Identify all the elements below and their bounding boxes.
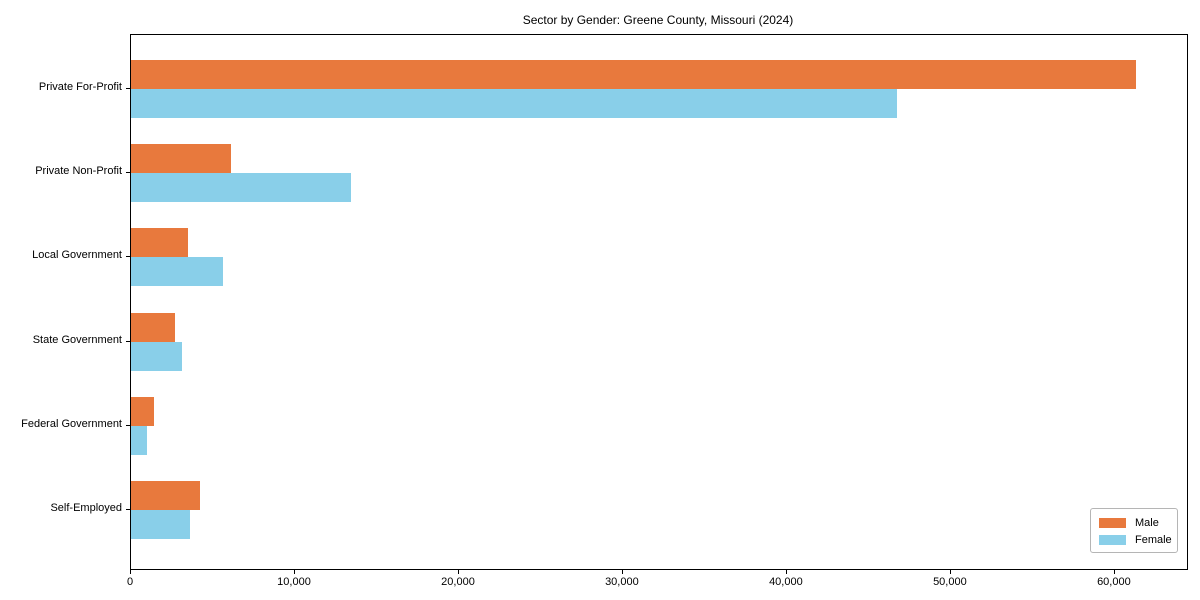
bar-female-private-for-profit [131, 89, 897, 118]
y-tick-label-private-non-profit: Private Non-Profit [35, 165, 122, 178]
x-tick-mark [294, 569, 295, 574]
bar-female-local-government [131, 257, 223, 287]
x-tick-mark [949, 569, 951, 574]
x-tick-label-30000: 30,000 [605, 576, 639, 588]
y-tick-label-private-for-profit: Private For-Profit [38, 81, 122, 93]
female-series-swatch [1099, 535, 1126, 545]
bar-female-self-employed [131, 509, 190, 539]
bar-female-private-non-profit [131, 173, 351, 203]
bar-male-state-government [131, 312, 176, 342]
x-tick-label-50000: 50,000 [933, 576, 967, 588]
bar-female-federal-government [131, 425, 148, 455]
bar-male-local-government [131, 228, 189, 258]
bar-male-federal-government [131, 396, 154, 426]
male-series-swatch [1099, 518, 1126, 528]
y-tick-mark [126, 88, 131, 89]
legend: Male Female [1090, 508, 1178, 553]
x-tick-mark [621, 569, 623, 574]
y-tick-label-federal-government: Federal Government [21, 417, 122, 430]
legend-item-female: Female [1099, 532, 1172, 548]
x-tick-label-40000: 40,000 [769, 576, 803, 588]
y-tick-label-local-government: Local Government [32, 249, 122, 262]
bar-female-state-government [131, 341, 182, 371]
y-tick-label-state-government: State Government [32, 333, 122, 346]
x-tick-mark [458, 569, 459, 574]
x-tick-label-20000: 20,000 [441, 576, 475, 588]
x-tick-mark [1113, 569, 1115, 574]
legend-item-male: Male [1099, 515, 1169, 531]
y-tick-label-self-employed: Self-Employed [50, 501, 122, 514]
x-tick-label-60000: 60,000 [1097, 576, 1131, 588]
bar-male-self-employed [131, 480, 200, 510]
x-tick-label-0: 0 [126, 576, 134, 588]
y-tick-mark [126, 424, 131, 426]
bar-male-private-non-profit [131, 144, 231, 174]
chart-title: Sector by Gender: Greene County, Missour… [522, 13, 794, 27]
plot-area [130, 34, 1188, 570]
bar-male-private-for-profit [131, 60, 1137, 89]
x-tick-mark [130, 569, 131, 574]
x-tick-label-10000: 10,000 [277, 576, 311, 588]
y-tick-mark [126, 340, 131, 342]
y-tick-mark [126, 256, 131, 258]
legend-label-male: Male [1135, 517, 1159, 529]
y-tick-mark [126, 172, 131, 174]
x-tick-mark [785, 569, 787, 574]
legend-label-female: Female [1135, 534, 1172, 546]
y-tick-mark [126, 508, 131, 510]
